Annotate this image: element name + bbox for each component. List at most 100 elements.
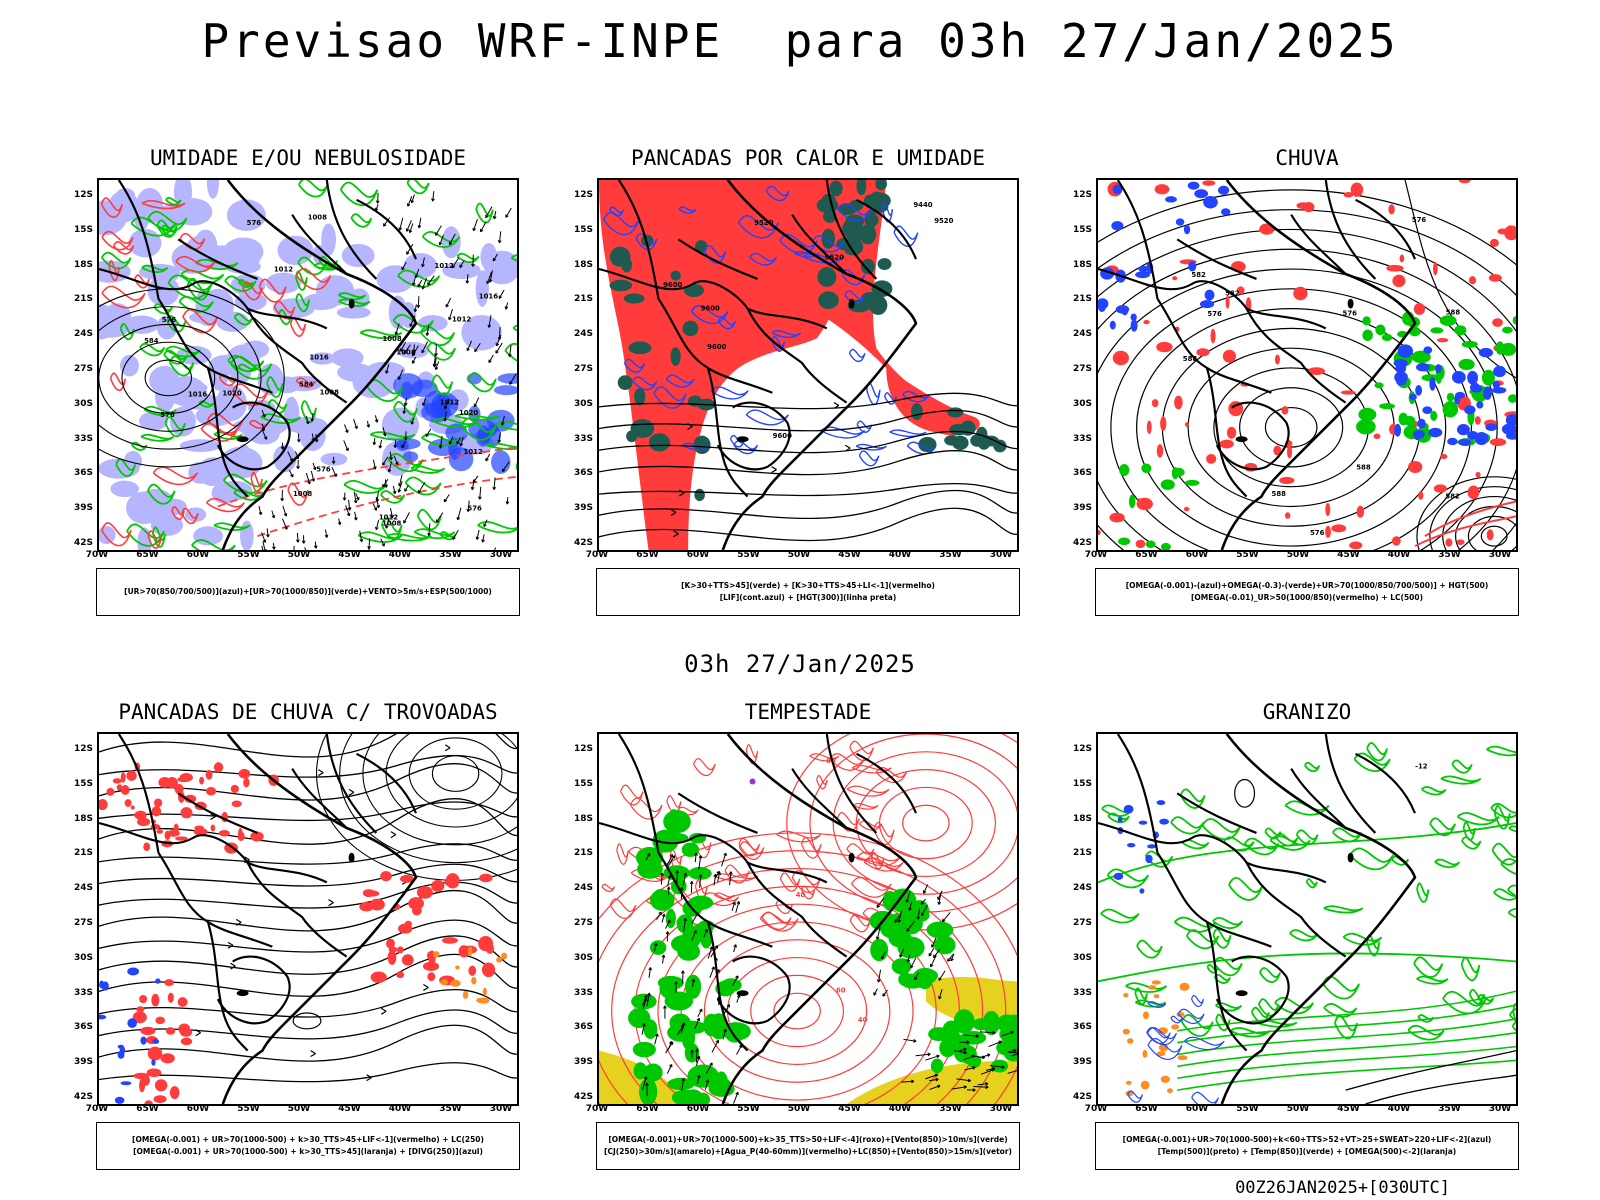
latitude-label: 30S (1072, 952, 1092, 963)
panel-title: UMIDADE E/OU NEBULOSIDADE (149, 146, 467, 170)
latitude-label: 24S (1072, 329, 1092, 340)
forecast-map: -12 (1098, 734, 1516, 1104)
contour-label: 576 (316, 466, 331, 474)
longitude-label: 65W (636, 1104, 659, 1114)
longitude-label: 50W (287, 1104, 311, 1114)
forecast-map: 1012 1012 1012 1012 1012 1012 1016 1016 1008 1008… (99, 180, 517, 550)
latitude-label: 42S (1072, 1092, 1092, 1102)
legend-line: [Temp(500)](preto) + [Temp(850)](verde) … (1157, 1147, 1457, 1156)
longitude-label: 35W (939, 550, 962, 560)
longitude-label: 65W (1135, 1104, 1158, 1114)
panel-title: CHUVA (1275, 146, 1339, 170)
contour-label: 1008 (396, 349, 415, 357)
longitude-label: 55W (1236, 1104, 1259, 1114)
map-panel: 60 40 40 60 (597, 732, 1019, 1106)
longitude-label: 30W (989, 1104, 1013, 1114)
latitude-label: 27S (1072, 918, 1092, 928)
latitude-label: 42S (573, 1092, 593, 1102)
contour-label: 9600 (773, 432, 792, 440)
legend-line: [K>30+TTS>45](verde) + [K>30+TTS>45+LI<-… (681, 581, 935, 590)
contour-label: 1008 (308, 214, 327, 222)
contour-label: 60 (836, 987, 846, 995)
latitude-label: 36S (573, 1022, 593, 1033)
longitude-label: 60W (186, 550, 210, 560)
latitude-label: 36S (73, 468, 93, 479)
longitude-label: 45W (338, 550, 361, 560)
latitude-label: 27S (573, 364, 593, 374)
longitude-label: 70W (85, 550, 109, 560)
contour-label: 1008 (293, 490, 312, 498)
longitude-label: 40W (888, 550, 912, 560)
latitude-label: 21S (1072, 848, 1092, 859)
panel-title: GRANIZO (1262, 700, 1352, 724)
legend-line: [OMEGA(-0.001)+UR>70(1000-500)+k<60+TTS>… (1122, 1135, 1492, 1144)
contour-label: 9600 (707, 343, 726, 351)
latitude-label: 42S (73, 538, 93, 548)
contour-label: 40 (796, 891, 806, 899)
latitude-label: 36S (1072, 1022, 1092, 1033)
longitude-label: 60W (1185, 1104, 1209, 1114)
main-title: Previsao WRF-INPE para 03h 27/Jan/2025 (201, 14, 1399, 68)
longitude-label: 40W (388, 1104, 412, 1114)
latitude-label: 33S (73, 987, 93, 998)
latitude-label: 27S (73, 918, 93, 928)
contour-label: 1012 (440, 399, 459, 407)
longitude-label: 45W (838, 550, 861, 560)
latitude-label: 12S (73, 744, 93, 754)
latitude-label: 12S (73, 190, 93, 200)
latitude-label: 36S (73, 1022, 93, 1033)
longitude-label: 60W (1185, 550, 1209, 560)
latitude-label: 15S (573, 224, 593, 235)
longitude-label: 45W (1337, 550, 1360, 560)
latitude-label: 39S (73, 503, 93, 514)
longitude-label: 45W (338, 1104, 361, 1114)
map-panel: -12 (1096, 732, 1518, 1106)
latitude-label: 18S (573, 259, 593, 270)
latitude-label: 21S (573, 294, 593, 305)
latitude-label: 18S (573, 813, 593, 824)
contour-label: 9600 (701, 305, 720, 313)
contour-label: 1016 (309, 353, 328, 361)
contour-label: 576 (1343, 310, 1358, 318)
latitude-label: 18S (73, 813, 93, 824)
contour-label: 576 (247, 219, 262, 227)
longitude-label: 60W (686, 1104, 710, 1114)
longitude-label: 40W (888, 1104, 912, 1114)
mid-title: 03h 27/Jan/2025 (684, 650, 916, 678)
latitude-label: 18S (1072, 259, 1092, 270)
map-panel: 1012 1012 1012 1012 1012 1012 1016 1016 1008 1008… (97, 178, 519, 552)
contour-label: 9520 (754, 219, 773, 227)
panel-title: PANCADAS POR CALOR E UMIDADE (630, 146, 985, 170)
legend-line: [OMEGA(-0.001) + UR>70(1000-500) + k>30_… (132, 1135, 484, 1144)
latitude-label: 15S (1072, 778, 1092, 789)
longitude-label: 50W (1286, 1104, 1310, 1114)
contour-label: 576 (1207, 310, 1222, 318)
forecast-map: 60 40 40 60 (599, 734, 1017, 1104)
longitude-label: 50W (787, 1104, 811, 1114)
panel-legend: [OMEGA(-0.001)+UR>70(1000-500)+k>35_TTS>… (596, 1122, 1020, 1170)
latitude-label: 12S (573, 190, 593, 200)
map-panel (97, 732, 519, 1106)
latitude-label: 30S (1072, 398, 1092, 409)
latitude-label: 33S (573, 433, 593, 444)
longitude-label: 60W (686, 550, 710, 560)
latitude-label: 15S (573, 778, 593, 789)
longitude-label: 55W (237, 1104, 260, 1114)
latitude-label: 21S (73, 294, 93, 305)
latitude-label: 33S (1072, 433, 1092, 444)
longitude-label: 30W (489, 550, 513, 560)
contour-label: 1016 (479, 292, 498, 300)
latitude-label: 15S (73, 778, 93, 789)
longitude-label: 50W (787, 550, 811, 560)
forecast-map (99, 734, 517, 1104)
longitude-label: 40W (1387, 1104, 1411, 1114)
longitude-label: 40W (1387, 550, 1411, 560)
latitude-label: 18S (1072, 813, 1092, 824)
map-panel: 588 588 588 588 582 582 582 576 576 576 576 (1096, 178, 1518, 552)
longitude-label: 65W (136, 1104, 159, 1114)
latitude-label: 30S (573, 398, 593, 409)
contour-label: 60 (826, 757, 836, 765)
latitude-label: 36S (573, 468, 593, 479)
contour-label: 584 (299, 381, 314, 389)
